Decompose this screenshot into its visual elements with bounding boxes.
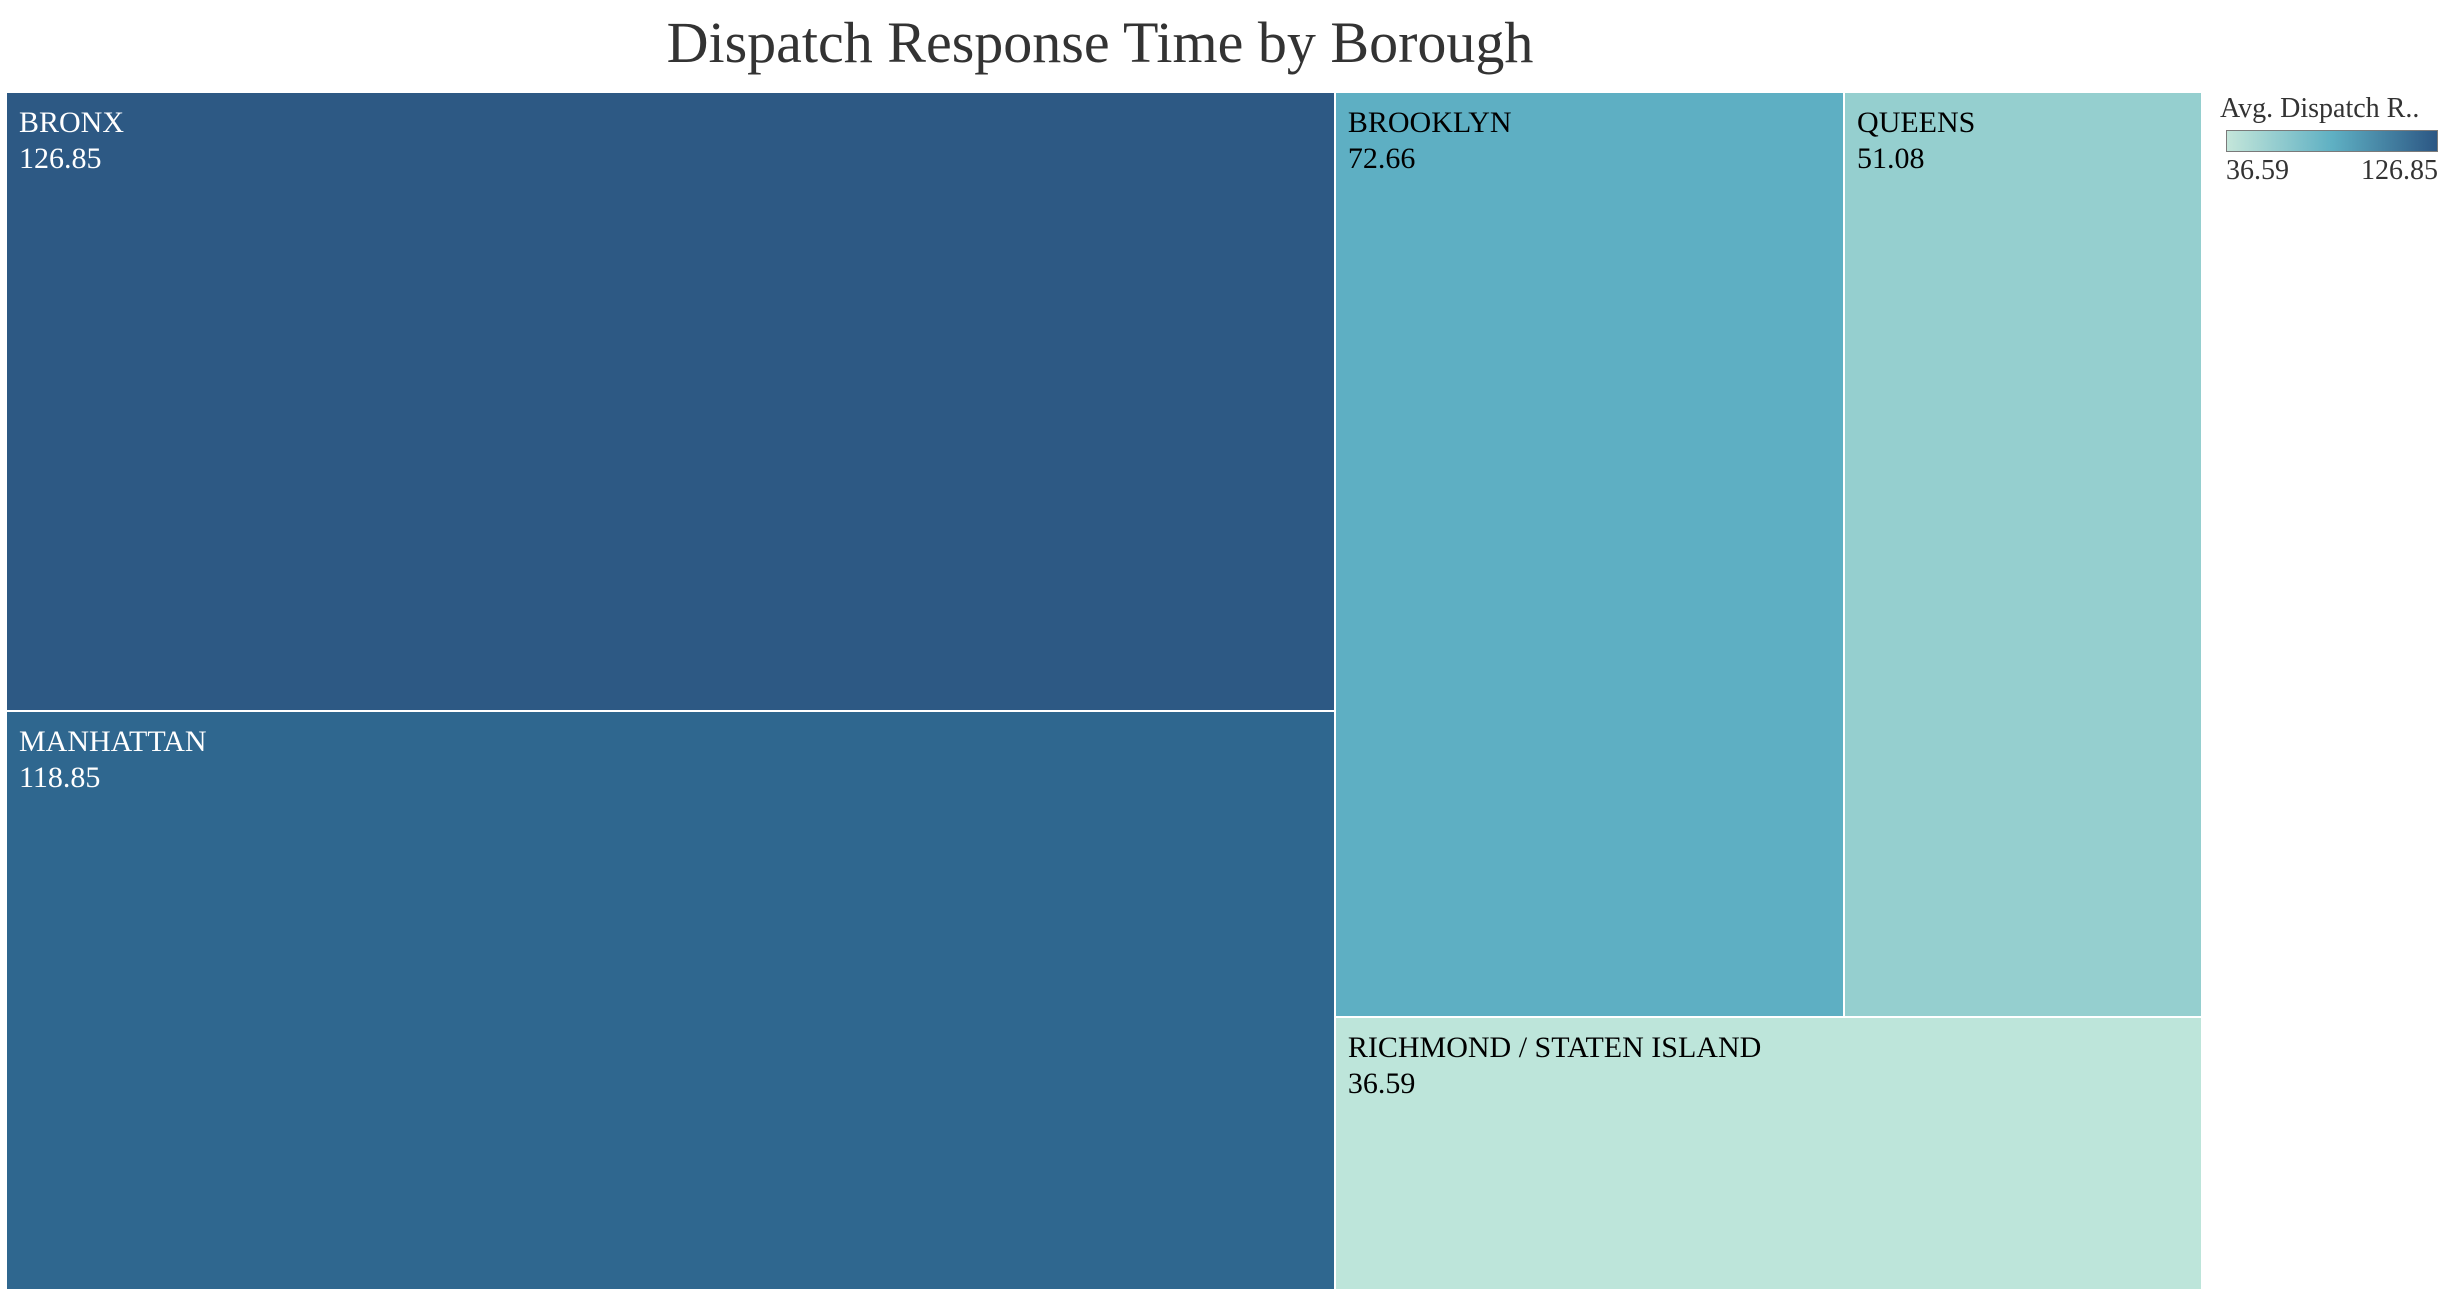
treemap-tile-brooklyn: BROOKLYN 72.66 — [1334, 92, 1845, 1017]
treemap: BRONX 126.85 MANHATTAN 118.85 BROOKLYN 72.66 Q… — [6, 92, 2202, 1290]
tile-value-label: 72.66 — [1347, 142, 1416, 175]
legend-color-scale — [2226, 130, 2438, 152]
legend-title: Avg. Dispatch R.. — [2220, 93, 2420, 124]
treemap-tile-queens: QUEENS 51.08 — [1844, 92, 2202, 1017]
tile-label: RICHMOND / STATEN ISLAND 36.59 — [1348, 1030, 1761, 1102]
tile-value-label: 118.85 — [19, 760, 101, 794]
tile-category-label: BRONX — [19, 106, 125, 139]
treemap-tile-bronx: BRONX 126.85 — [6, 92, 1335, 711]
tile-value-label: 36.59 — [1347, 1066, 1416, 1100]
tile-label: BRONX 126.85 — [19, 105, 124, 177]
tile-value-label: 126.85 — [19, 142, 102, 175]
tile-category-label: RICHMOND / STATEN ISLAND — [1347, 1030, 1762, 1064]
treemap-tile-richmond-staten-island: RICHMOND / STATEN ISLAND 36.59 — [1334, 1016, 2202, 1290]
treemap-tile-manhattan: MANHATTAN 118.85 — [6, 710, 1335, 1290]
legend-min-label: 36.59 — [2226, 155, 2289, 186]
tile-label: QUEENS 51.08 — [1857, 105, 1975, 177]
tile-label: BROOKLYN 72.66 — [1348, 105, 1512, 177]
tile-label: MANHATTAN 118.85 — [19, 724, 207, 796]
chart-title: Dispatch Response Time by Borough — [666, 10, 1534, 75]
color-legend: Avg. Dispatch R.. 36.59 126.85 — [2220, 92, 2440, 192]
tile-category-label: BROOKLYN — [1347, 106, 1512, 139]
legend-max-label: 126.85 — [2361, 155, 2438, 186]
tile-category-label: MANHATTAN — [19, 724, 207, 758]
tile-value-label: 51.08 — [1857, 142, 1925, 175]
tile-category-label: QUEENS — [1857, 106, 1976, 139]
